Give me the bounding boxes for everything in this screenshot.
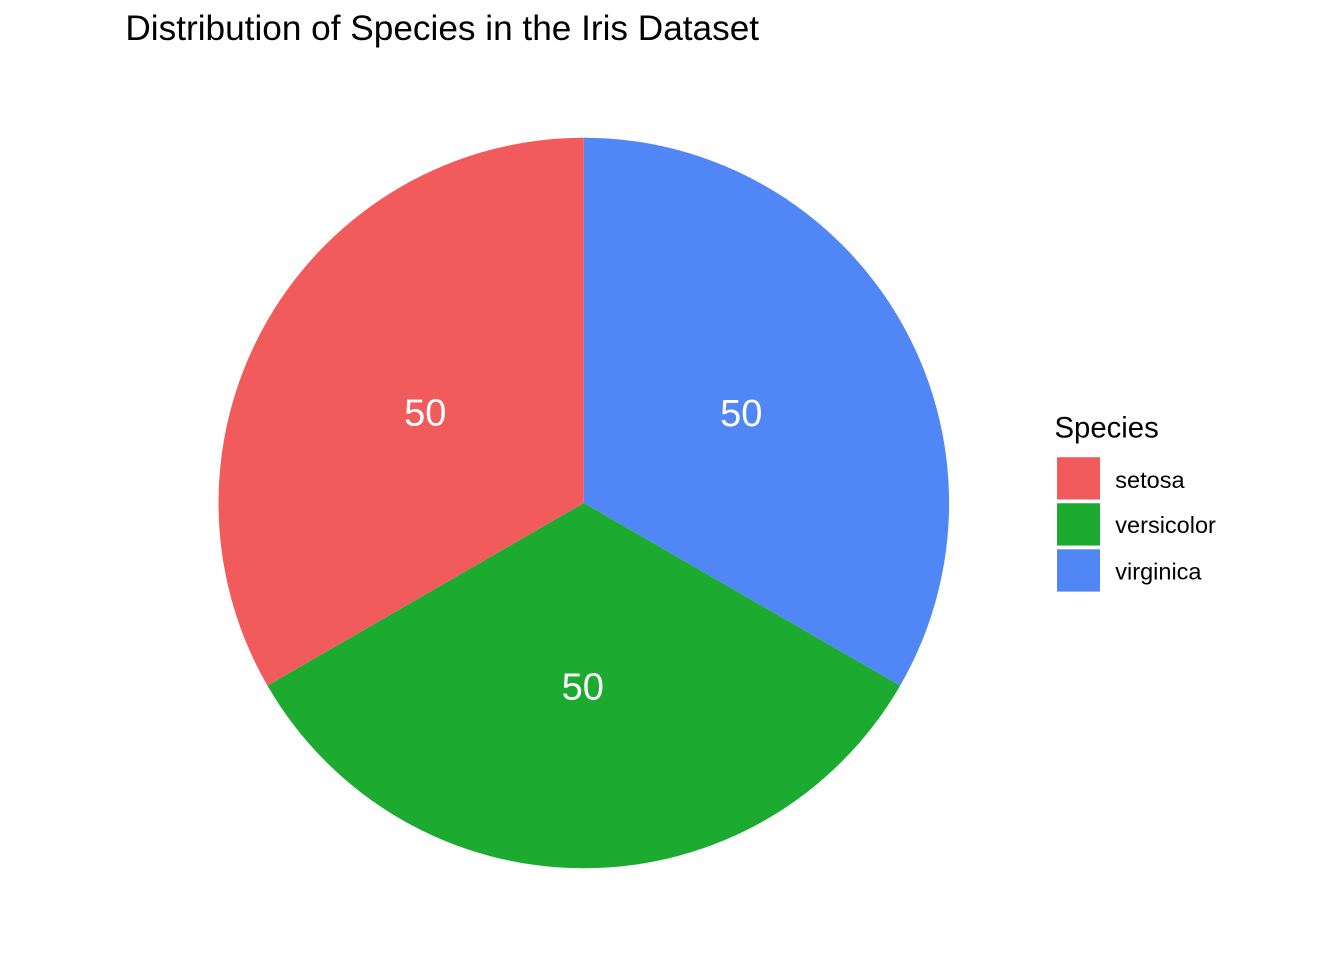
svg-text:versicolor: versicolor bbox=[1115, 512, 1216, 538]
svg-text:setosa: setosa bbox=[1115, 467, 1185, 493]
svg-text:50: 50 bbox=[720, 393, 762, 435]
svg-text:Species: Species bbox=[1055, 412, 1159, 445]
svg-text:50: 50 bbox=[404, 393, 446, 435]
svg-text:50: 50 bbox=[562, 667, 604, 709]
svg-text:virginica: virginica bbox=[1115, 558, 1202, 584]
svg-text:Distribution of Species in the: Distribution of Species in the Iris Data… bbox=[125, 9, 759, 48]
